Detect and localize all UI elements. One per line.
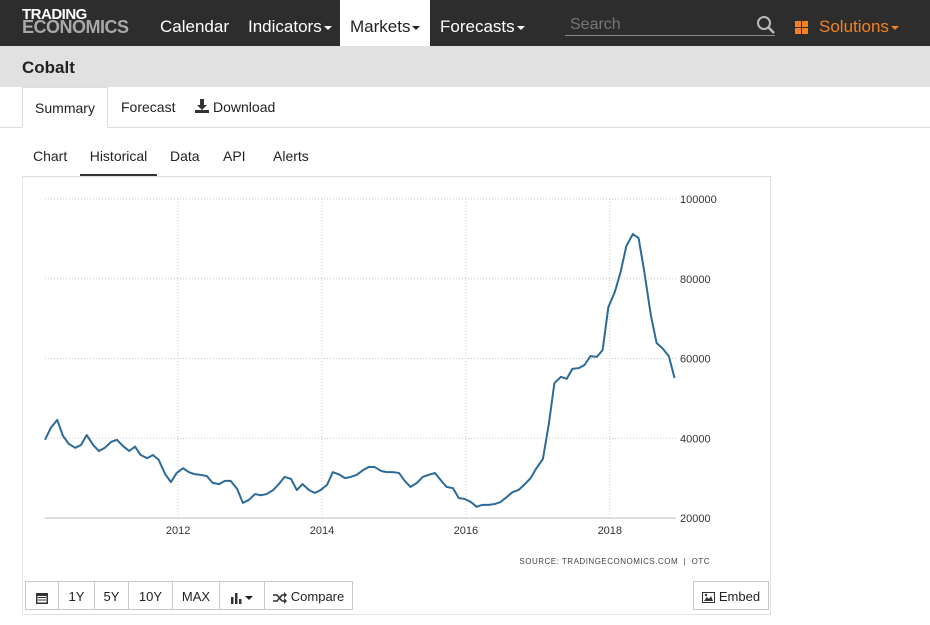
nav-label: Markets (350, 17, 411, 36)
sub-tab[interactable]: Historical (80, 140, 157, 176)
caret (245, 595, 253, 600)
tab[interactable]: Forecast (121, 99, 176, 115)
caret (516, 25, 525, 30)
bar-icon (231, 592, 242, 604)
chart: 20000 40000 60000 80000 100000 2012 2014 2016 20… (44, 194, 717, 566)
sub-tab[interactable]: Alerts (273, 148, 309, 164)
y-tick-label: 40000 (680, 433, 711, 445)
tab[interactable]: Download (213, 99, 276, 115)
x-tick-label: 2014 (310, 525, 334, 537)
tab[interactable]: Summary (22, 87, 108, 128)
solutions-menu[interactable]: Solutions (819, 0, 899, 46)
chart-box (22, 176, 771, 615)
calendar-icon (36, 592, 48, 604)
range-button[interactable]: 5Y (94, 581, 129, 610)
x-tick-label: 2012 (166, 525, 190, 537)
image-icon (701, 592, 715, 604)
y-tick-label: 60000 (680, 354, 711, 366)
source-note: SOURCE: TRADINGECONOMICS.COM | OTC (519, 557, 710, 566)
caret (323, 25, 332, 30)
embed-label: Embed (718, 589, 761, 604)
search-icon[interactable] (756, 15, 776, 35)
nav-label: Calendar (160, 17, 229, 36)
solutions-icon (795, 21, 808, 34)
nav-item[interactable]: Indicators (248, 0, 332, 46)
y-tick-label: 80000 (680, 274, 711, 286)
page-title: Cobalt (22, 58, 75, 77)
search-input[interactable]: Search (565, 14, 775, 36)
nav-item[interactable]: Forecasts (440, 0, 525, 46)
nav-bar (0, 0, 930, 46)
tab-row (0, 87, 930, 128)
nav-label: Indicators (248, 17, 322, 36)
sub-tab[interactable]: Data (170, 148, 200, 164)
nav-label: Solutions (819, 17, 889, 36)
sub-tab[interactable]: Chart (33, 148, 68, 164)
calendar-button[interactable] (25, 581, 59, 610)
caret (412, 25, 421, 30)
title-bar (0, 46, 930, 87)
caret (890, 25, 899, 30)
y-tick-label: 100000 (680, 194, 717, 206)
y-tick-label: 20000 (680, 513, 711, 525)
compare-button[interactable]: Compare (264, 581, 353, 610)
compare-label: Compare (290, 589, 345, 604)
nav-item[interactable]: Markets (340, 0, 430, 46)
range-button[interactable]: 1Y (58, 581, 95, 610)
embed-button[interactable]: Embed (693, 581, 769, 610)
range-button[interactable]: 10Y (128, 581, 173, 610)
nav-item[interactable]: Calendar (160, 0, 229, 46)
chart-type-button[interactable] (219, 581, 265, 610)
logo[interactable]: ECONOMICS (22, 17, 129, 37)
nav-label: Forecasts (440, 17, 515, 36)
logo[interactable]: TRADING (22, 6, 87, 23)
line (44, 233, 676, 508)
download-icon (195, 99, 209, 113)
sub-tab[interactable]: API (223, 148, 246, 164)
range-button[interactable]: MAX (172, 581, 220, 610)
shuffle-icon (272, 591, 287, 604)
x-tick-label: 2016 (454, 525, 478, 537)
x-tick-label: 2018 (598, 525, 622, 537)
